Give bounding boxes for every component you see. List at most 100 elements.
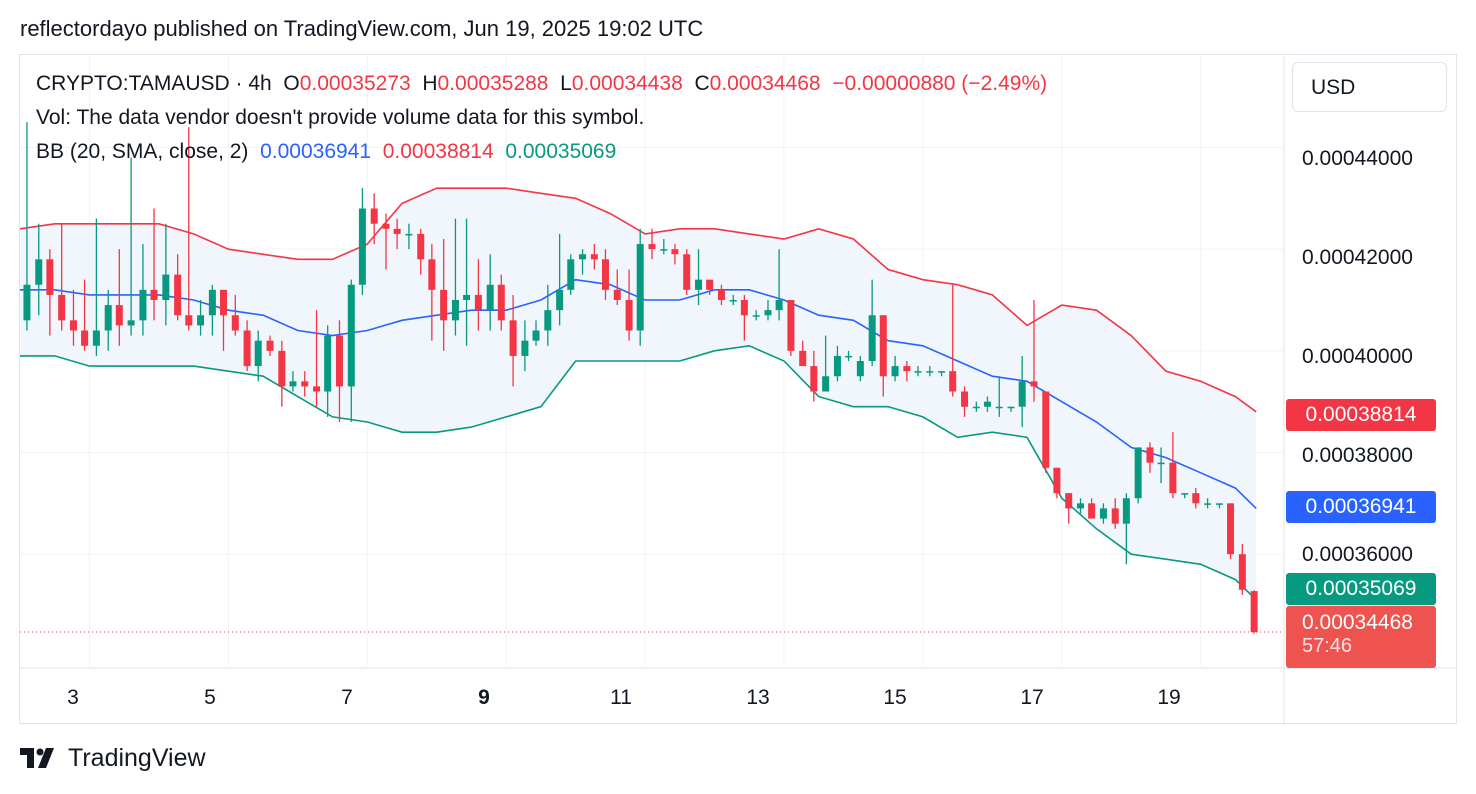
candle-body [521,340,529,356]
chart-frame [19,54,1457,724]
bb-legend[interactable]: BB (20, SMA, close, 2) 0.00036941 0.0003… [36,140,616,164]
candle-body [729,300,737,302]
candle-body [590,254,598,260]
close-value: 0.00034468 [709,72,821,95]
candle-body [1181,493,1189,495]
candle-body [1238,554,1246,590]
candle-body [231,315,239,331]
price-tick: 0.00040000 [1302,345,1413,368]
candle-body [1134,447,1142,499]
candle-body [683,254,691,290]
last-price-value: 0.00034468 [1302,611,1413,634]
candle-body [556,289,564,311]
candle-body [335,335,343,387]
time-tick: 7 [341,686,353,709]
candle-body [764,310,772,316]
candle-body [162,274,170,300]
price-tick: 0.00038000 [1302,444,1413,467]
volume-legend: Vol: The data vendor doesn't provide vol… [36,106,645,129]
brand-name: TradingView [68,744,206,772]
candle-body [278,350,286,387]
candle-body [1250,591,1258,633]
candle-body [1146,447,1154,463]
tradingview-brand[interactable]: TradingView [20,744,206,773]
candle-body [752,315,760,317]
candle-body [150,289,158,300]
candle-body [347,284,355,387]
candle-body [197,315,205,326]
candle-body [648,244,656,250]
candle-body [1122,498,1130,524]
time-tick: 3 [67,686,79,709]
tradingview-logo-icon [20,747,54,768]
candle-body [845,355,853,358]
last-price-tag: 0.00034468 57:46 [1286,606,1436,668]
candle-body [266,340,274,351]
symbol-label[interactable]: CRYPTO:TAMAUSD · 4h [36,72,272,95]
candle-body [833,355,841,377]
candle-body [127,320,135,326]
candle-body [601,259,609,290]
candle-body [1007,406,1015,409]
candle-body [1065,493,1073,509]
change-value: −0.00000880 (−2.49%) [832,72,1048,95]
candle-body [313,386,321,392]
candle-body [891,366,899,377]
time-tick: 17 [1020,686,1044,709]
candle-body [1169,462,1177,494]
candle-body [509,320,517,356]
price-tick: 0.00044000 [1302,147,1413,170]
candle-body [301,381,309,387]
candle-body [382,223,390,229]
bb-band-fill [20,188,1257,600]
candle-body [46,259,54,295]
candle-body [58,294,66,321]
bb-upper-price-tag: 0.00038814 [1286,399,1436,431]
open-label: O [283,72,300,95]
price-tick: 0.00042000 [1302,246,1413,269]
candle-body [243,330,251,367]
candle-body [972,406,980,409]
candle-body [35,259,43,285]
candle-body [474,294,482,311]
time-tick: 5 [204,686,216,709]
candle-body [497,284,505,321]
time-tick: 15 [883,686,907,709]
bb-basis-line [20,278,1257,509]
candle-body [1215,503,1223,505]
candle-body [706,279,714,290]
candle-body [104,305,112,331]
candle-body [579,254,587,260]
high-label: H [422,72,438,95]
ohlc-legend: CRYPTO:TAMAUSD · 4h O0.00035273 H0.00035… [36,72,1047,96]
candle-body [938,371,946,373]
candle-body [914,371,922,373]
candle-body [115,305,123,326]
candle-body [613,289,621,300]
candle-body [961,391,969,407]
candle-body [358,208,366,285]
currency-button[interactable]: USD [1292,62,1447,112]
bar-countdown: 57:46 [1302,635,1353,657]
candle-body [1077,503,1085,509]
high-value: 0.00035288 [437,72,549,95]
candle-body [660,249,668,251]
candle-body [289,381,297,387]
candle-body [1204,503,1212,505]
candle-body [567,259,575,290]
candle-body [370,208,378,224]
candle-body [92,330,100,346]
candle-body [856,361,864,377]
bb-upper-value: 0.00038814 [382,140,494,163]
candle-body [532,330,540,341]
time-tick: 13 [746,686,770,709]
candle-body [405,233,413,236]
candle-body [810,366,818,392]
candle-body [695,279,703,290]
candle-body [1111,508,1119,524]
time-tick: 9 [478,686,490,709]
candle-body [740,300,748,316]
candle-body [1018,381,1026,407]
time-tick: 11 [610,686,632,709]
